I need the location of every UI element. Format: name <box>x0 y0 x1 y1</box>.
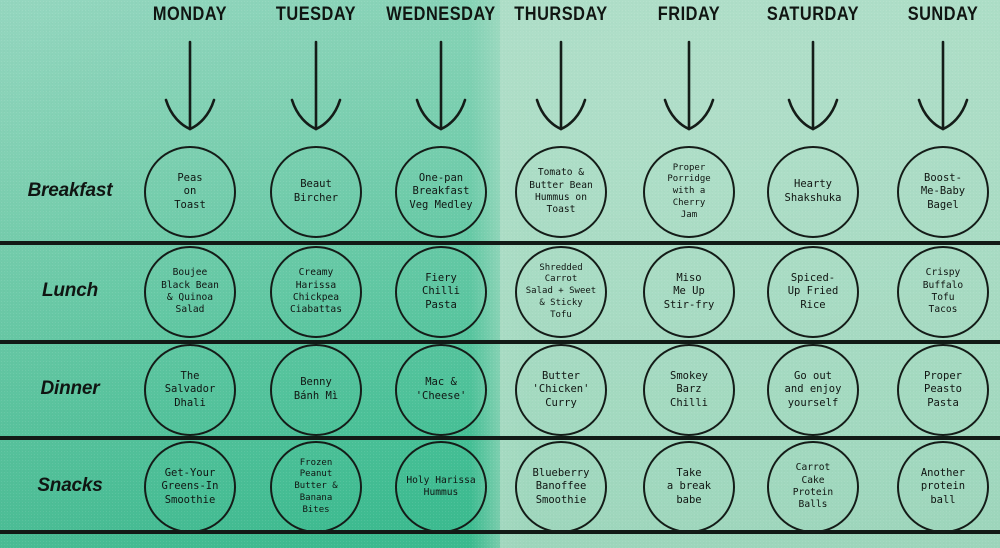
meal-label: Butter 'Chicken' Curry <box>532 369 590 409</box>
down-arrow-icon-saturday <box>787 40 839 131</box>
down-arrow-icon-sunday <box>917 40 969 131</box>
meal-label: Blueberry Banoffee Smoothie <box>532 466 590 506</box>
down-arrow-icon-thursday <box>535 40 587 131</box>
row-divider-1 <box>0 241 1000 245</box>
down-arrow-icon-tuesday <box>290 40 342 131</box>
meal-label: Shredded Carrot Salad + Sweet & Sticky T… <box>525 262 597 320</box>
down-arrow-icon-friday <box>663 40 715 131</box>
meal-label: The Salvador Dhali <box>164 369 216 409</box>
meal-cell-snacks-sunday[interactable]: Another protein ball <box>897 441 989 533</box>
row-label-lunch: Lunch <box>42 280 98 301</box>
meal-cell-breakfast-thursday[interactable]: Tomato & Butter Bean Hummus on Toast <box>515 146 607 238</box>
meal-label: Carrot Cake Protein Balls <box>792 462 834 511</box>
meal-cell-lunch-wednesday[interactable]: Fiery Chilli Pasta <box>395 246 487 338</box>
meal-label: Peas on Toast <box>174 171 206 211</box>
meal-cell-lunch-saturday[interactable]: Spiced- Up Fried Rice <box>767 246 859 338</box>
meal-cell-dinner-tuesday[interactable]: Benny Bánh Mì <box>270 344 362 436</box>
meal-label: Proper Porridge with a Cherry Jam <box>667 162 711 220</box>
meal-label: Miso Me Up Stir-fry <box>663 271 715 311</box>
meal-label: Proper Peasto Pasta <box>924 369 962 409</box>
meal-label: Fiery Chilli Pasta <box>422 271 460 311</box>
meal-cell-dinner-saturday[interactable]: Go out and enjoy yourself <box>767 344 859 436</box>
meal-label: Take a break babe <box>666 466 712 506</box>
meal-cell-dinner-friday[interactable]: Smokey Barz Chilli <box>643 344 735 436</box>
meal-cell-breakfast-monday[interactable]: Peas on Toast <box>144 146 236 238</box>
meal-label: Frozen Peanut Butter & Banana Bites <box>294 457 338 515</box>
column-header-wednesday: WEDNESDAY <box>386 4 496 25</box>
meal-label: Mac & 'Cheese' <box>415 376 467 402</box>
meal-cell-lunch-tuesday[interactable]: Creamy Harissa Chickpea Ciabattas <box>270 246 362 338</box>
meal-label: Hearty Shakshuka <box>784 178 842 204</box>
meal-cell-snacks-tuesday[interactable]: Frozen Peanut Butter & Banana Bites <box>270 441 362 533</box>
meal-label: One-pan Breakfast Veg Medley <box>409 171 473 211</box>
meal-label: Tomato & Butter Bean Hummus on Toast <box>529 167 593 216</box>
meal-cell-breakfast-sunday[interactable]: Boost- Me-Baby Bagel <box>897 146 989 238</box>
meal-label: Boujee Black Bean & Quinoa Salad <box>161 267 219 316</box>
meal-cell-snacks-friday[interactable]: Take a break babe <box>643 441 735 533</box>
meal-label: Boost- Me-Baby Bagel <box>920 171 966 211</box>
row-divider-4 <box>0 530 1000 534</box>
meal-label: Another protein ball <box>920 466 966 506</box>
down-arrow-icon-monday <box>164 40 216 131</box>
column-header-monday: MONDAY <box>152 4 228 25</box>
meal-label: Smokey Barz Chilli <box>670 369 708 409</box>
column-header-thursday: THURSDAY <box>514 4 608 25</box>
column-header-saturday: SATURDAY <box>766 4 860 25</box>
meal-label: Get-Your Greens-In Smoothie <box>161 466 219 506</box>
row-label-dinner: Dinner <box>40 378 100 399</box>
meal-label: Crispy Buffalo Tofu Tacos <box>922 267 964 316</box>
meal-label: Go out and enjoy yourself <box>784 369 842 409</box>
column-header-friday: FRIDAY <box>657 4 721 25</box>
column-header-sunday: SUNDAY <box>907 4 979 25</box>
meal-cell-dinner-monday[interactable]: The Salvador Dhali <box>144 344 236 436</box>
down-arrow-icon-wednesday <box>415 40 467 131</box>
meal-cell-lunch-monday[interactable]: Boujee Black Bean & Quinoa Salad <box>144 246 236 338</box>
meal-cell-lunch-thursday[interactable]: Shredded Carrot Salad + Sweet & Sticky T… <box>515 246 607 338</box>
meal-cell-snacks-monday[interactable]: Get-Your Greens-In Smoothie <box>144 441 236 533</box>
meal-cell-breakfast-friday[interactable]: Proper Porridge with a Cherry Jam <box>643 146 735 238</box>
meal-label: Holy Harissa Hummus <box>406 474 476 498</box>
row-label-snacks: Snacks <box>37 475 103 496</box>
meal-cell-lunch-friday[interactable]: Miso Me Up Stir-fry <box>643 246 735 338</box>
meal-cell-breakfast-saturday[interactable]: Hearty Shakshuka <box>767 146 859 238</box>
meal-label: Beaut Bircher <box>293 178 339 204</box>
meal-cell-breakfast-wednesday[interactable]: One-pan Breakfast Veg Medley <box>395 146 487 238</box>
row-divider-2 <box>0 340 1000 344</box>
meal-cell-lunch-sunday[interactable]: Crispy Buffalo Tofu Tacos <box>897 246 989 338</box>
meal-cell-snacks-saturday[interactable]: Carrot Cake Protein Balls <box>767 441 859 533</box>
meal-cell-snacks-thursday[interactable]: Blueberry Banoffee Smoothie <box>515 441 607 533</box>
meal-cell-snacks-wednesday[interactable]: Holy Harissa Hummus <box>395 441 487 533</box>
meal-cell-dinner-sunday[interactable]: Proper Peasto Pasta <box>897 344 989 436</box>
meal-cell-breakfast-tuesday[interactable]: Beaut Bircher <box>270 146 362 238</box>
row-divider-3 <box>0 436 1000 440</box>
column-header-tuesday: TUESDAY <box>275 4 357 25</box>
row-label-breakfast: Breakfast <box>27 180 113 201</box>
meal-cell-dinner-wednesday[interactable]: Mac & 'Cheese' <box>395 344 487 436</box>
meal-label: Spiced- Up Fried Rice <box>787 271 839 311</box>
meal-cell-dinner-thursday[interactable]: Butter 'Chicken' Curry <box>515 344 607 436</box>
meal-label: Benny Bánh Mì <box>293 376 339 402</box>
meal-label: Creamy Harissa Chickpea Ciabattas <box>290 267 342 316</box>
